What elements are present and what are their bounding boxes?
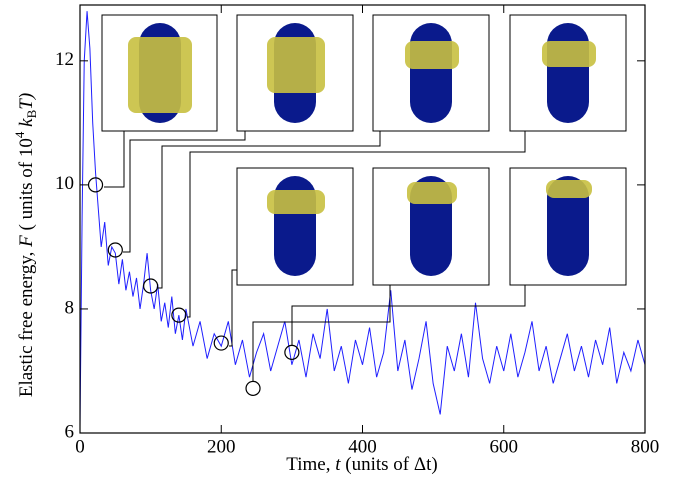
marker-circle <box>213 335 229 351</box>
y-tick-label: 8 <box>65 297 75 318</box>
marker-circle <box>143 278 159 294</box>
x-tick-label: 600 <box>490 436 519 457</box>
x-tick-label: 0 <box>75 436 85 457</box>
data-line <box>79 11 646 427</box>
y-axis-label: Elastic free energy, F ( units of 104 kB… <box>12 93 39 397</box>
marker-circle <box>245 380 261 396</box>
x-tick-label: 400 <box>348 436 377 457</box>
marker-circle <box>107 242 123 258</box>
connectors <box>104 131 526 381</box>
plot-area: 0 200 400 600 800 6 8 10 12 <box>55 4 660 457</box>
x-tick-label: 200 <box>207 436 236 457</box>
y-tick-label: 6 <box>65 421 75 442</box>
insets <box>101 14 627 286</box>
x-axis-label: Time, t (units of Δt) <box>286 454 437 475</box>
marker-circle <box>171 307 187 323</box>
y-tick-label: 12 <box>55 49 74 70</box>
marker-circle <box>87 177 104 193</box>
x-tick-label: 800 <box>631 436 660 457</box>
y-tick-label: 10 <box>55 173 74 194</box>
marker-circle <box>284 344 300 360</box>
